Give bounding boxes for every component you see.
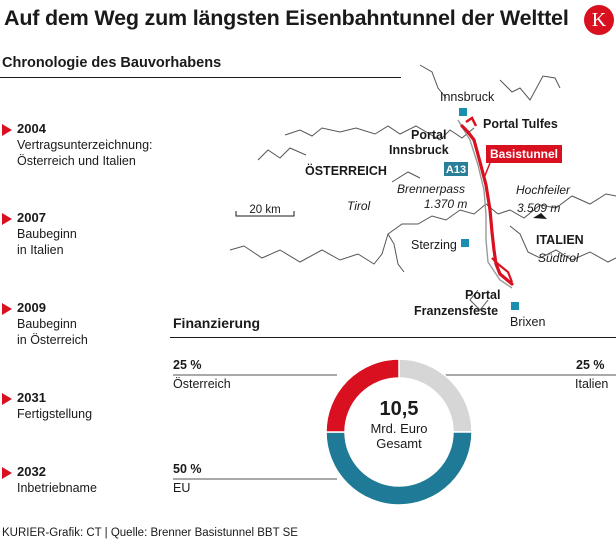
series-label-italy: Italien xyxy=(575,377,609,391)
portal-innsbruck-l2: Innsbruck xyxy=(389,143,449,157)
portal-innsbruck-l1: Portal xyxy=(411,128,446,142)
brennerpass-name: Brennerpass xyxy=(397,182,465,196)
timeline-year: 2004 xyxy=(17,121,46,136)
portal-franzensfeste-l2: Franzensfeste xyxy=(414,304,498,318)
border-line xyxy=(391,171,421,183)
country-austria: ÖSTERREICH xyxy=(305,163,387,178)
city-brixen: Brixen xyxy=(510,315,545,329)
chronology-subtitle: Chronologie des Bauvorhabens xyxy=(2,55,222,71)
border-line xyxy=(499,75,561,101)
border-line xyxy=(509,225,616,263)
city-marker-sterzing xyxy=(461,239,469,247)
source-footer: KURIER-Grafik: CT | Quelle: Brenner Basi… xyxy=(2,527,298,539)
city-marker-brixen xyxy=(511,302,519,310)
timeline-year: 2007 xyxy=(17,210,46,225)
total-value: 10,5 xyxy=(379,398,419,420)
arrow-icon xyxy=(2,393,12,405)
hochfeiler-height: 3.509 m xyxy=(517,201,560,215)
timeline-text: Vertragsunterzeichnung: xyxy=(17,138,153,152)
border-line xyxy=(469,289,489,311)
financing-title: Finanzierung xyxy=(173,315,261,331)
timeline-year: 2031 xyxy=(17,390,46,405)
divider xyxy=(0,77,401,78)
tunnel-route xyxy=(460,124,514,286)
timeline-text: in Österreich xyxy=(17,333,88,347)
timeline-text: Fertigstellung xyxy=(17,407,93,421)
pct-label-austria: 25 % xyxy=(173,358,202,372)
portal-tulfes: Portal Tulfes xyxy=(483,117,558,131)
hochfeiler-name: Hochfeiler xyxy=(516,183,571,197)
border-line xyxy=(419,64,447,99)
city-sterzing: Sterzing xyxy=(411,238,457,252)
tunnel-badge xyxy=(486,145,562,163)
page-title: Auf dem Weg zum längsten Eisenbahntunnel… xyxy=(4,6,569,30)
region-tirol: Tirol xyxy=(347,199,371,213)
pct-label-eu: 50 % xyxy=(173,462,202,476)
tunnel-label: Basistunnel xyxy=(490,147,558,161)
series-label-austria: Österreich xyxy=(173,377,231,391)
timeline-text: in Italien xyxy=(17,243,64,257)
kurier-logo: K xyxy=(584,5,614,35)
donut-center: 10,5 Mrd. Euro Gesamt xyxy=(364,398,434,451)
timeline-year: 2009 xyxy=(17,300,46,315)
border-line xyxy=(387,233,405,273)
arrow-icon xyxy=(2,303,12,315)
total-caption: Gesamt xyxy=(376,436,422,451)
scale-label: 20 km xyxy=(249,204,280,216)
border-line xyxy=(229,203,499,265)
total-unit: Mrd. Euro xyxy=(370,421,428,436)
arrow-icon xyxy=(2,213,12,225)
tunnel-pointer xyxy=(483,162,491,179)
tunnel-branch xyxy=(465,116,478,127)
highway-route xyxy=(457,119,513,289)
border-line xyxy=(497,193,616,219)
highway-label: A13 xyxy=(446,164,466,176)
pct-label-italy: 25 % xyxy=(576,358,605,372)
region-suedtirol: Südtirol xyxy=(538,251,579,265)
border-line xyxy=(284,125,475,141)
timeline-text: Baubeginn xyxy=(17,227,77,241)
country-italy: ITALIEN xyxy=(536,233,584,247)
financing-divider xyxy=(170,337,616,338)
timeline-year: 2032 xyxy=(17,464,46,479)
scale-bar: 20 km xyxy=(235,204,295,217)
highway-badge xyxy=(444,162,468,176)
city-innsbruck: Innsbruck xyxy=(440,90,495,104)
timeline-text: Baubeginn xyxy=(17,317,77,331)
border-lines xyxy=(229,64,616,311)
arrow-icon xyxy=(2,467,12,479)
city-marker-innsbruck xyxy=(459,108,467,116)
portal-franzensfeste-l1: Portal xyxy=(465,288,500,302)
timeline-text: Inbetriebname xyxy=(17,481,97,495)
mountain-icon xyxy=(533,213,547,219)
series-label-eu: EU xyxy=(173,481,191,495)
brennerpass-height: 1.370 m xyxy=(424,197,467,211)
border-line xyxy=(257,147,307,161)
arrow-icon xyxy=(2,124,12,136)
timeline-text: Österreich und Italien xyxy=(17,154,136,168)
tunnel-branch xyxy=(491,257,514,283)
